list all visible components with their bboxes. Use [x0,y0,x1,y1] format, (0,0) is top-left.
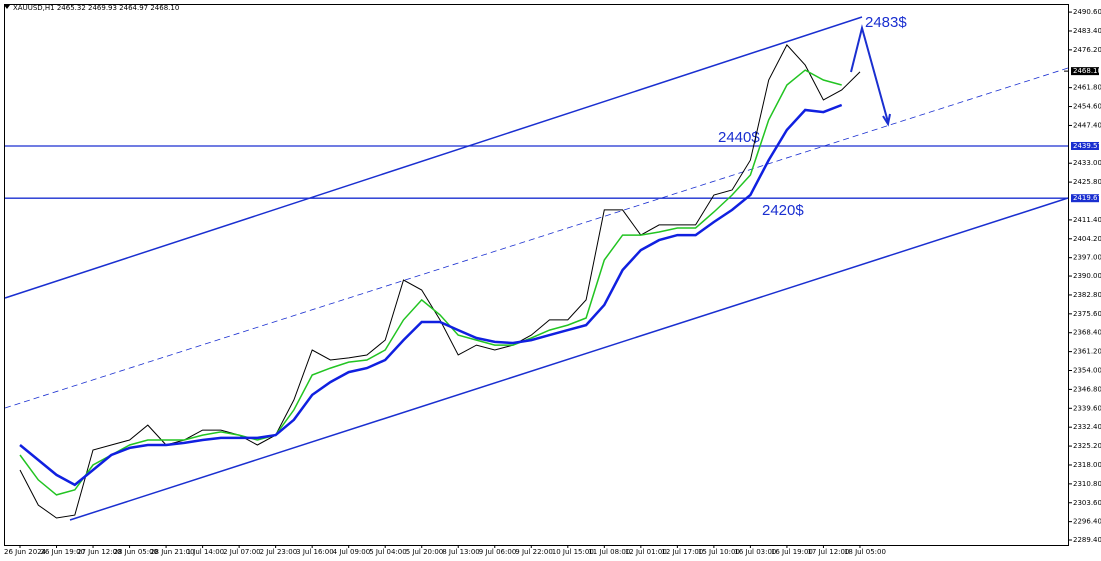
y-tick-label: 2375.60 [1073,310,1101,318]
y-tick-label: 2483.40 [1073,27,1101,35]
y-tick-label: 2296.40 [1073,518,1101,526]
y-tick-label: 2339.60 [1073,404,1101,412]
x-tick-label: 27 Jun 12:00 [77,548,121,556]
y-tick-label: 2425.80 [1073,178,1101,186]
y-tick-label: 2354.00 [1073,367,1101,375]
x-tick-label: 4 Jul 09:00 [333,548,371,556]
annotation: 2440$ [718,129,760,146]
level-tag [1071,194,1099,203]
level-label: 2419.67 [1073,194,1101,202]
y-tick-label: 2289.40 [1073,536,1101,544]
y-tick-label: 2346.80 [1073,385,1101,393]
x-tick-label: 26 Jun 19:00 [41,548,85,556]
y-tick-label: 2382.80 [1073,291,1101,299]
annotation: 2420$ [762,202,804,219]
x-tick-label: 28 Jun 21:00 [150,548,194,556]
y-tick-label: 2397.00 [1073,254,1101,262]
x-tick-label: 12 Jul 01:00 [625,548,667,556]
menu-icon[interactable] [4,5,10,9]
x-tick-label: 28 Jun 05:00 [114,548,158,556]
y-tick-label: 2411.40 [1073,216,1101,224]
level-label: 2439.57 [1073,142,1101,150]
y-tick-label: 2318.00 [1073,461,1101,469]
price-line [19,44,861,519]
channel-middle [4,67,1069,409]
x-tick-label: 26 Jun 2024 [4,548,47,556]
x-tick-label: 8 Jul 13:00 [442,548,480,556]
y-tick-label: 2447.40 [1073,121,1101,129]
x-tick-label: 11 Jul 08:00 [588,548,630,556]
last-price-tag [1071,67,1099,76]
price-line [19,103,843,487]
y-tick-label: 2476.20 [1073,46,1101,54]
y-tick-label: 2325.20 [1073,442,1101,450]
x-tick-label: 18 Jul 05:00 [844,548,886,556]
y-tick-label: 2368.40 [1073,329,1101,337]
x-tick-label: 10 Jul 15:00 [552,548,594,556]
plot-frame [4,4,1069,546]
last-price-label: 2468.10 [1073,67,1101,75]
y-tick-label: 2404.20 [1073,235,1101,243]
x-tick-label: 9 Jul 06:00 [479,548,517,556]
chart-title: XAUUSD,H1 2465.32 2469.93 2464.97 2468.1… [13,4,179,12]
x-tick-label: 5 Jul 04:00 [369,548,407,556]
y-tick-label: 2490.60 [1073,8,1101,16]
level-tag [1071,141,1099,150]
y-tick-label: 2361.20 [1073,348,1101,356]
x-tick-label: 1 Jul 14:00 [187,548,225,556]
annotation: 2483$ [865,14,907,31]
x-tick-label: 16 Jul 03:00 [734,548,776,556]
x-tick-label: 3 Jul 16:00 [296,548,334,556]
x-tick-label: 9 Jul 22:00 [515,548,553,556]
x-tick-label: 2 Jul 07:00 [223,548,261,556]
y-tick-label: 2433.00 [1073,159,1101,167]
y-tick-label: 2461.80 [1073,84,1101,92]
arrow-head [882,113,891,127]
channel-lower [69,197,1069,521]
x-tick-label: 5 Jul 20:00 [406,548,444,556]
y-tick-label: 2332.40 [1073,423,1101,431]
y-tick-label: 2310.80 [1073,480,1101,488]
x-tick-label: 16 Jul 19:00 [771,548,813,556]
price-line [19,69,842,496]
x-tick-label: 15 Jul 10:00 [698,548,740,556]
y-tick-label: 2454.60 [1073,103,1101,111]
forecast-arrow [850,24,889,123]
x-tick-label: 12 Jul 17:00 [661,548,703,556]
x-tick-label: 17 Jul 12:00 [807,548,849,556]
y-tick-label: 2303.60 [1073,499,1101,507]
y-tick-label: 2390.00 [1073,272,1101,280]
channel [4,16,1069,521]
channel-upper [4,16,863,299]
x-tick-label: 2 Jul 23:00 [260,548,298,556]
